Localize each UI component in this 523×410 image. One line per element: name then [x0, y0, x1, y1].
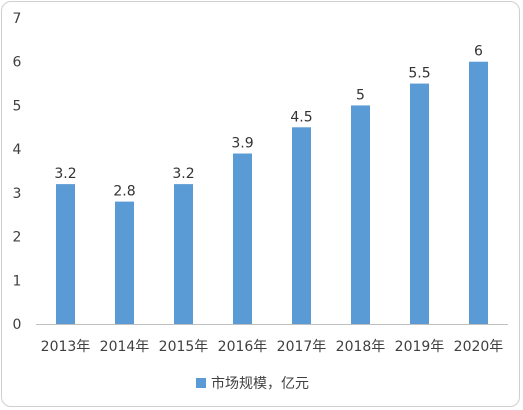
data-label: 6 [474, 44, 483, 60]
data-label: 5 [356, 87, 365, 103]
bar [115, 201, 134, 324]
bar [292, 127, 311, 325]
y-tick-label: 0 [13, 317, 22, 333]
bar [56, 184, 75, 324]
data-label: 3.2 [54, 166, 76, 182]
data-label: 3.2 [172, 166, 194, 182]
x-tick-label: 2014年 [100, 339, 150, 355]
bar [351, 105, 370, 324]
bar [174, 184, 193, 324]
y-tick-label: 7 [13, 11, 22, 27]
x-tick-label: 2020年 [454, 339, 504, 355]
data-label: 5.5 [408, 66, 430, 82]
y-tick-label: 3 [13, 186, 22, 202]
y-tick-label: 2 [13, 230, 22, 246]
x-tick-label: 2017年 [277, 339, 327, 355]
x-tick-label: 2013年 [41, 339, 91, 355]
y-tick-label: 6 [13, 55, 22, 71]
bar [410, 83, 429, 324]
data-labels-group: 3.2 2.8 3.2 3.9 4.5 5 5.5 6 [54, 44, 483, 200]
legend: 市场规模，亿元 [196, 375, 309, 392]
x-axis-ticks: 2013年 2014年 2015年 2016年 2017年 2018年 2019年 2020年 [41, 339, 504, 355]
x-tick-label: 2019年 [395, 339, 445, 355]
bar [233, 153, 252, 324]
y-axis-ticks: 0 1 2 3 4 5 6 7 [13, 11, 22, 333]
bar [469, 61, 488, 324]
data-label: 2.8 [113, 184, 135, 200]
y-tick-label: 1 [13, 273, 22, 289]
data-label: 3.9 [231, 136, 253, 152]
legend-label: 市场规模，亿元 [211, 375, 309, 392]
x-tick-label: 2018年 [336, 339, 386, 355]
y-tick-label: 5 [13, 98, 22, 114]
x-tick-label: 2015年 [159, 339, 209, 355]
legend-swatch [196, 378, 206, 388]
bars-group [56, 61, 488, 325]
y-tick-label: 4 [13, 142, 22, 158]
data-label: 4.5 [290, 109, 312, 125]
x-tick-label: 2016年 [218, 339, 268, 355]
